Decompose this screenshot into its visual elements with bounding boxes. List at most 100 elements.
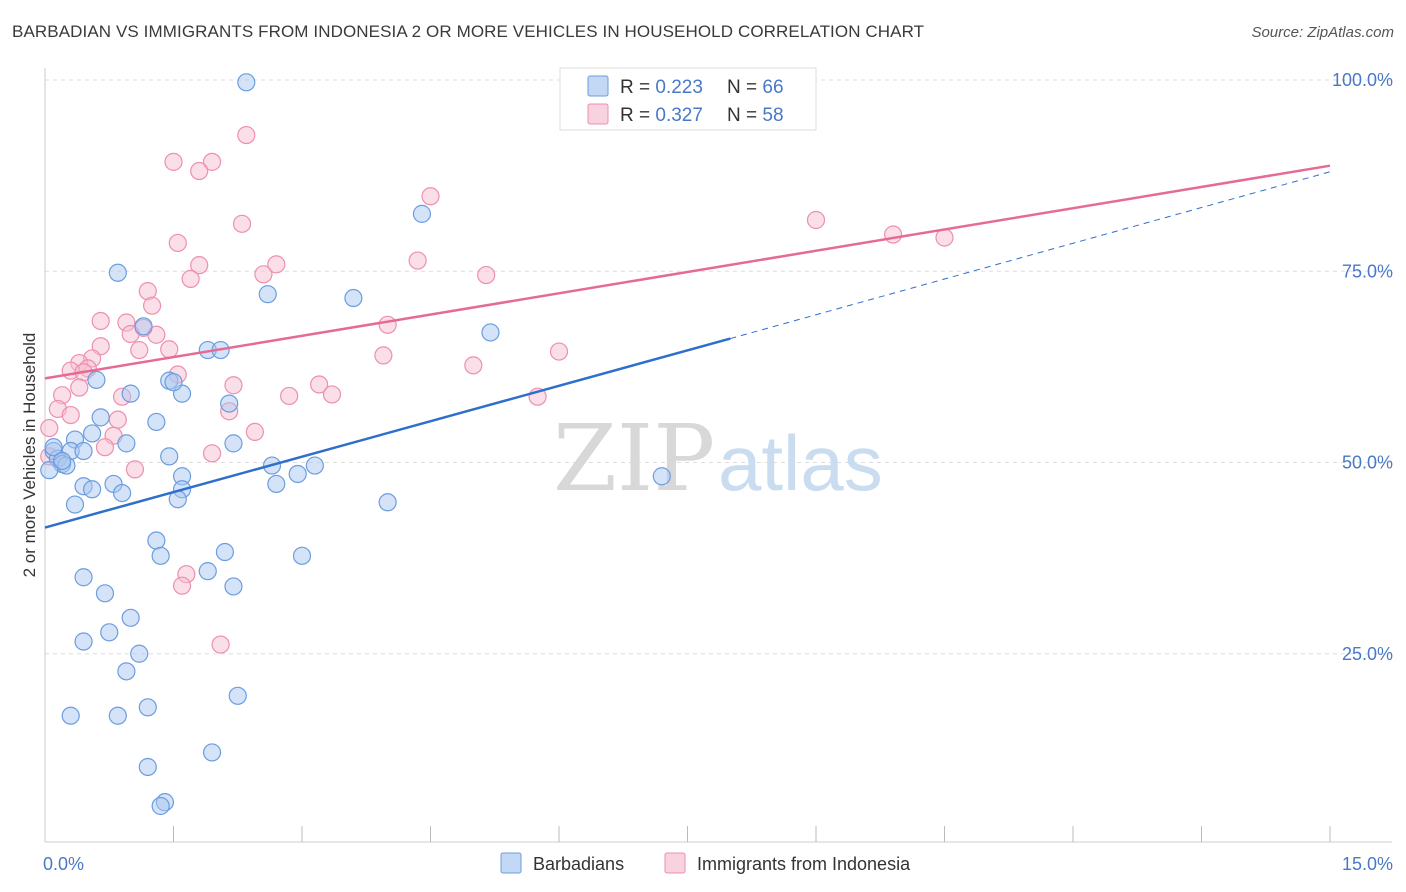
legend-n-label: N = 66 [727, 77, 784, 98]
data-point [74, 632, 93, 651]
data-point [421, 187, 440, 206]
data-point [138, 698, 157, 717]
data-point [130, 340, 149, 360]
data-point [202, 152, 222, 171]
data-point [138, 757, 157, 777]
legend-r-label: R = 0.327 [620, 105, 703, 126]
gridlines [45, 79, 1392, 655]
data-point [237, 125, 256, 145]
data-point [464, 356, 483, 375]
data-point [549, 342, 569, 361]
data-point [74, 441, 93, 461]
bottom-legend: Barbadians Immigrants from Indonesia [500, 852, 911, 874]
trend-lines [44, 164, 1331, 529]
data-point [224, 434, 243, 453]
data-point [408, 251, 427, 270]
y-axis-label: 2 or more Vehicles in Household [20, 333, 39, 578]
data-point [267, 255, 286, 274]
data-point [280, 386, 299, 406]
data-point [198, 562, 217, 581]
data-point [378, 493, 397, 512]
data-point [125, 460, 145, 479]
data-point [883, 225, 903, 244]
data-point [160, 340, 179, 359]
data-point [374, 346, 393, 365]
data-point [228, 686, 247, 705]
legend-r-value: 0.327 [655, 105, 703, 126]
legend-swatch-pink [587, 103, 609, 125]
data-point [190, 161, 209, 181]
data-point [245, 422, 264, 441]
watermark-atlas: atlas [718, 419, 883, 507]
data-point [310, 375, 329, 394]
legend-swatch-blue [587, 75, 609, 97]
data-point [112, 484, 132, 503]
data-point [215, 542, 234, 562]
data-point [108, 263, 127, 282]
trend-line-blue [44, 337, 731, 529]
data-point [237, 73, 256, 92]
data-point [305, 456, 324, 475]
legend-n-value: 66 [762, 77, 783, 98]
data-point [202, 444, 222, 463]
data-point [70, 378, 89, 397]
y-tick-label: 75.0% [1342, 261, 1393, 281]
data-point [147, 325, 166, 344]
data-point [267, 474, 286, 494]
data-point [211, 635, 230, 654]
data-point [40, 461, 59, 480]
data-point [151, 796, 170, 816]
data-point [44, 438, 63, 457]
data-point [164, 373, 183, 392]
data-point [224, 376, 243, 395]
legend-r-value: 0.223 [655, 77, 703, 98]
data-point [220, 394, 239, 413]
data-point [61, 706, 80, 725]
data-point [142, 296, 162, 315]
data-point [108, 410, 127, 429]
bottom-legend-label-barbadians: Barbadians [533, 854, 624, 874]
data-point [53, 451, 72, 471]
data-point [190, 256, 209, 275]
legend: R = 0.223 N = 66 R = 0.327 N = 58 [559, 67, 817, 131]
x-tick-label: 0.0% [43, 854, 84, 874]
data-point [164, 152, 183, 171]
data-point [288, 464, 307, 484]
data-point [147, 412, 166, 432]
data-point [40, 418, 59, 438]
trend-line-pink [44, 164, 1331, 380]
data-point [232, 214, 252, 233]
data-point [258, 285, 277, 304]
bottom-legend-swatch-indonesia [664, 852, 686, 874]
y-tick-label: 50.0% [1342, 453, 1393, 473]
data-point [117, 662, 136, 681]
legend-n-label: N = 58 [727, 105, 784, 126]
data-point [91, 408, 110, 427]
data-point [100, 623, 119, 642]
data-point [168, 233, 187, 253]
data-point [202, 743, 222, 762]
data-point [481, 323, 500, 342]
watermark: ZIP atlas [553, 405, 883, 512]
bottom-legend-label-indonesia: Immigrants from Indonesia [697, 854, 911, 874]
data-point [91, 311, 110, 331]
y-tick-label: 25.0% [1342, 644, 1393, 664]
data-point [151, 546, 170, 565]
data-point [160, 447, 179, 466]
legend-n-value: 58 [762, 105, 783, 126]
data-point [224, 577, 243, 596]
legend-r-label: R = 0.223 [620, 77, 703, 98]
series-barbadians [40, 73, 671, 816]
data-point [134, 317, 153, 336]
data-point [95, 438, 115, 457]
data-point [87, 370, 106, 389]
data-point [74, 568, 93, 587]
data-point [292, 546, 312, 565]
data-point [121, 384, 140, 403]
data-point [95, 584, 115, 603]
data-point [322, 385, 342, 404]
data-point [652, 467, 671, 486]
data-point [121, 608, 140, 627]
data-point [806, 210, 826, 230]
